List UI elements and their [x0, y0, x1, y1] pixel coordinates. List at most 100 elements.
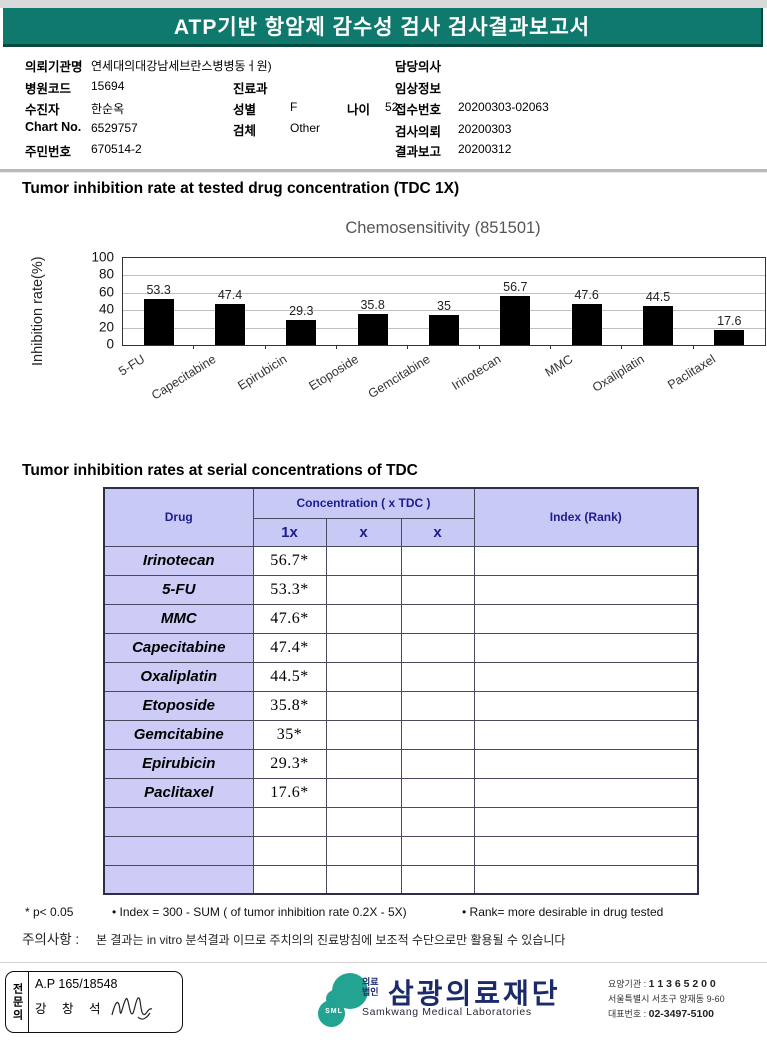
age-label: 나이 — [347, 103, 371, 117]
bar-value-label: 53.3 — [146, 282, 171, 297]
bar-value-label: 35.8 — [360, 297, 385, 312]
report-date-value: 20200312 — [458, 142, 512, 156]
y-tick-label: 0 — [106, 336, 114, 352]
sex-value: F — [290, 100, 298, 114]
specimen-label: 검체 — [233, 124, 257, 138]
receipt-no-label: 접수번호 — [395, 103, 442, 117]
bar-5-FU — [143, 298, 174, 345]
x-axis-tick — [621, 345, 623, 349]
cell-v2 — [325, 777, 402, 808]
chart-plot-area: 53.3 47.4 29.3 35.8 35 56.7 47.6 44.5 17.6 — [122, 257, 766, 346]
cell-v3 — [400, 661, 475, 692]
chart-title: Chemosensitivity (851501) — [345, 219, 541, 237]
resident-id-value: 670514-2 — [91, 142, 142, 156]
logo-org-name-english: Samkwang Medical Laboratories — [362, 1006, 532, 1018]
caution-text: 본 결과는 in vitro 분석결과 이므로 주치의의 진료방침에 보조적 수… — [96, 933, 566, 947]
cell-v1: 53.3* — [252, 574, 327, 605]
logo-blob-icon — [326, 990, 344, 1008]
cell-v3 — [400, 574, 475, 605]
bar-Etoposide — [357, 313, 388, 345]
patient-label: 수진자 — [25, 103, 60, 117]
table-row: Gemcitabine 35* — [103, 719, 699, 750]
department-label: 진료과 — [233, 82, 268, 96]
cell-index — [473, 806, 699, 837]
request-date-label: 검사의뢰 — [395, 125, 442, 139]
cell-drug: 5-FU — [103, 574, 254, 605]
cell-v3 — [400, 806, 475, 837]
y-tick-label: 60 — [98, 284, 114, 300]
contact-license-number: 1 1 3 6 5 2 0 0 — [648, 978, 716, 990]
report-title: ATP기반 항암제 감수성 검사 검사결과보고서 — [173, 16, 591, 39]
cell-index — [473, 632, 699, 663]
cell-v2 — [325, 574, 402, 605]
chart-y-axis-label: Inhibition rate(%) — [30, 256, 46, 366]
cell-drug: MMC — [103, 603, 254, 634]
x-axis-tick — [193, 345, 195, 349]
x-category-label-text: Gemcitabine — [365, 352, 433, 402]
bar-value-label: 35 — [437, 298, 451, 313]
x-axis-tick — [478, 345, 480, 349]
cell-drug — [103, 864, 254, 895]
cell-index — [473, 864, 699, 895]
chart-no-label: Chart No. — [25, 120, 82, 134]
cell-v3 — [400, 603, 475, 634]
x-category-label-text: Irinotecan — [449, 352, 504, 393]
gridline — [123, 292, 765, 294]
separator-line — [0, 169, 767, 173]
cell-v3 — [400, 835, 475, 866]
table-row: Paclitaxel 17.6* — [103, 777, 699, 808]
cell-v3 — [400, 719, 475, 750]
cell-v3 — [400, 748, 475, 779]
cell-drug — [103, 806, 254, 837]
bar-MMC — [571, 303, 602, 345]
report-date-label: 결과보고 — [395, 145, 442, 159]
col-header-drug: Drug — [103, 487, 254, 547]
cell-drug: Etoposide — [103, 690, 254, 721]
cell-drug — [103, 835, 254, 866]
clinical-info-label: 임상정보 — [395, 82, 442, 96]
table-row: MMC 47.6* — [103, 603, 699, 634]
cell-index — [473, 574, 699, 605]
x-axis-tick — [550, 345, 551, 349]
cell-v1: 44.5* — [252, 661, 327, 692]
cell-v2 — [325, 661, 402, 692]
bar-value-label: 29.3 — [289, 303, 314, 318]
x-category-label-text: Capecitabine — [149, 352, 219, 403]
cell-v1 — [252, 835, 327, 866]
y-tick-label: 20 — [98, 319, 114, 335]
table-row: 5-FU 53.3* — [103, 574, 699, 605]
cell-index — [473, 603, 699, 634]
contact-license: 요양기관 : 1 1 3 6 5 2 0 0 — [608, 977, 716, 990]
cell-v1 — [252, 806, 327, 837]
cell-drug: Oxaliplatin — [103, 661, 254, 692]
cell-v3 — [400, 545, 475, 576]
bar-Oxaliplatin — [643, 306, 673, 345]
cell-index — [473, 690, 699, 721]
cell-v1: 47.4* — [252, 632, 327, 663]
cell-drug: Capecitabine — [103, 632, 254, 663]
footnote-index: • Index = 300 - SUM ( of tumor inhibitio… — [112, 905, 407, 919]
resident-id-label: 주민번호 — [25, 145, 72, 159]
bar-Paclitaxel — [714, 329, 745, 345]
cell-v1: 35.8* — [252, 690, 327, 721]
cell-v3 — [400, 632, 475, 663]
table-row: Oxaliplatin 44.5* — [103, 661, 699, 692]
tdc-concentration-table: Drug Concentration ( x TDC ) Index (Rank… — [103, 487, 699, 895]
section2-title: Tumor inhibition rates at serial concent… — [22, 462, 418, 479]
cell-v1 — [252, 864, 327, 895]
logo-entity-line2: 법인 — [362, 987, 379, 998]
cell-drug: Paclitaxel — [103, 777, 254, 808]
cell-v3 — [400, 864, 475, 895]
x-category-label-text: MMC — [542, 352, 576, 380]
cell-drug: Epirubicin — [103, 748, 254, 779]
request-date-value: 20200303 — [458, 122, 512, 136]
logo-entity-line1: 의료 — [362, 977, 379, 987]
bar-value-label: 56.7 — [503, 279, 528, 294]
cell-v2 — [325, 806, 402, 837]
cell-drug: Gemcitabine — [103, 719, 254, 750]
top-gray-strip — [0, 0, 767, 8]
age-value: 52 — [385, 100, 399, 114]
specimen-value: Other — [290, 121, 321, 135]
cell-index — [473, 748, 699, 779]
bar-Capecitabine — [215, 303, 245, 345]
